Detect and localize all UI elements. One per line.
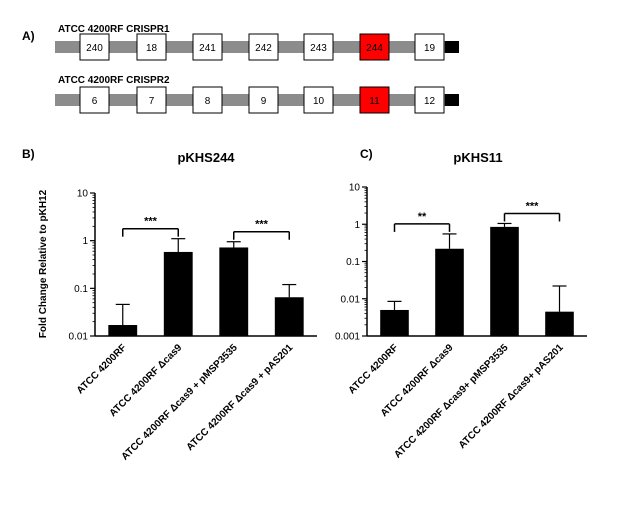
spacer-box [192, 33, 223, 61]
bar [108, 325, 138, 336]
chart-b-title: pKHS244 [177, 150, 235, 165]
y-axis-label: Fold Change Relative to pKH12 [38, 189, 49, 338]
chart-c-title: pKHS11 [453, 150, 502, 165]
y-tick-label: 10 [349, 183, 361, 194]
crispr2-title: ATCC 4200RF CRISPR2 [58, 75, 170, 86]
panel-b-label: B) [22, 147, 35, 161]
spacer-label: 10 [313, 96, 325, 107]
y-tick-label: 0.1 [74, 284, 88, 295]
spacer-label: 241 [199, 43, 216, 54]
significance-label: *** [144, 216, 158, 228]
spacer-box [303, 86, 334, 114]
bar [163, 251, 193, 336]
spacer-label: 243 [310, 43, 327, 54]
spacer-label: 18 [146, 43, 158, 54]
x-tick-label: ATCC 4200RF Δcas9+ pAS201 [457, 342, 566, 451]
y-tick-label: 1 [354, 220, 360, 231]
spacer-box [79, 33, 110, 61]
spacer-label: 7 [149, 96, 155, 107]
panel-c-label: C) [360, 147, 373, 161]
spacer-box-highlight [359, 86, 390, 114]
bar [490, 226, 519, 336]
y-tick-label: 0.01 [69, 332, 89, 343]
spacer-box [303, 33, 334, 61]
spacer-label: 19 [424, 43, 436, 54]
crispr1-title: ATCC 4200RF CRISPR1 [58, 24, 170, 35]
spacer-label: 240 [86, 43, 103, 54]
spacer-label: 244 [366, 43, 383, 54]
x-tick-label: ATCC 4200RF Δcas9 + pMSP3535 [120, 342, 241, 463]
spacer-box [248, 86, 279, 114]
y-tick-label: 0.001 [335, 332, 360, 343]
spacer-box [192, 86, 223, 114]
bar [545, 311, 574, 336]
y-tick-label: 1 [82, 236, 88, 247]
spacer-label: 8 [205, 96, 211, 107]
significance-label: *** [255, 219, 269, 231]
bar [219, 247, 249, 336]
y-tick-label: 0.01 [341, 294, 361, 305]
panel-a-label: A) [22, 29, 35, 43]
spacer-box [248, 33, 279, 61]
y-tick-label: 0.1 [346, 257, 360, 268]
leader-block [445, 41, 459, 53]
crispr-arrays: 240 18 241 242 243 244 19 6 7 8 9 10 11 12 [55, 33, 459, 114]
x-tick-label: ATCC 4200RF [347, 342, 401, 396]
bar [274, 297, 304, 336]
spacer-box [136, 86, 167, 114]
significance-label: *** [526, 200, 540, 212]
spacer-box-highlight [359, 33, 390, 61]
y-tick-label: 10 [77, 189, 89, 200]
spacer-label: 11 [369, 96, 380, 107]
bar [435, 248, 464, 336]
x-tick-label: ATCC 4200RF Δcas9 + pAS201 [185, 342, 296, 453]
spacer-box [79, 86, 110, 114]
spacer-box [136, 33, 167, 61]
spacer-label: 12 [424, 96, 436, 107]
x-tick-label: ATCC 4200RF [75, 342, 129, 396]
x-tick-label: ATCC 4200RF Δcas9+ pMSP3535 [392, 342, 511, 461]
spacer-label: 9 [261, 96, 267, 107]
bar [380, 309, 409, 336]
spacer-box [414, 33, 445, 61]
spacer-box [414, 86, 445, 114]
leader-block [445, 94, 459, 106]
spacer-label: 6 [92, 96, 98, 107]
spacer-label: 242 [255, 43, 272, 54]
significance-label: ** [418, 211, 427, 223]
